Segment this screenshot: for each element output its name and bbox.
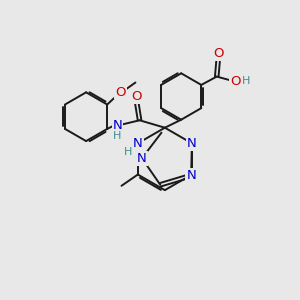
Text: H: H (124, 147, 133, 157)
Text: N: N (112, 119, 122, 132)
Text: N: N (186, 169, 196, 182)
Text: O: O (213, 47, 224, 61)
Text: O: O (115, 85, 126, 98)
Text: N: N (187, 137, 197, 150)
Text: N: N (137, 152, 147, 165)
Text: O: O (230, 74, 241, 88)
Text: O: O (131, 90, 142, 103)
Text: H: H (113, 131, 122, 141)
Text: N: N (133, 137, 143, 150)
Text: H: H (242, 76, 251, 86)
